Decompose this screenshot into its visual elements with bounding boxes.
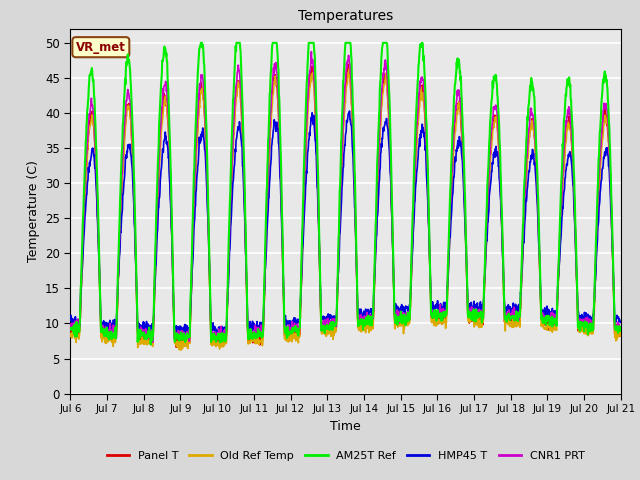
- AM25T Ref: [67, 325, 74, 331]
- HMP45 T: [617, 320, 625, 325]
- HMP45 T: [172, 333, 179, 339]
- CNR1 PRT: [504, 313, 511, 319]
- Panel T: [344, 61, 352, 67]
- Title: Temperatures: Temperatures: [298, 10, 393, 24]
- Old Ref Temp: [552, 323, 560, 329]
- AM25T Ref: [189, 202, 197, 207]
- Panel T: [617, 333, 625, 338]
- AM25T Ref: [617, 328, 625, 334]
- HMP45 T: [504, 304, 511, 310]
- Old Ref Temp: [177, 348, 185, 353]
- Line: CNR1 PRT: CNR1 PRT: [70, 51, 621, 342]
- Old Ref Temp: [346, 66, 353, 72]
- Line: AM25T Ref: AM25T Ref: [70, 43, 621, 345]
- AM25T Ref: [432, 314, 440, 320]
- Panel T: [67, 327, 74, 333]
- HMP45 T: [67, 318, 74, 324]
- Panel T: [504, 316, 511, 322]
- CNR1 PRT: [251, 323, 259, 328]
- Old Ref Temp: [189, 231, 197, 237]
- HMP45 T: [552, 308, 560, 314]
- CNR1 PRT: [189, 223, 197, 228]
- CNR1 PRT: [552, 312, 560, 318]
- Old Ref Temp: [251, 332, 259, 338]
- Old Ref Temp: [67, 332, 74, 337]
- Panel T: [251, 334, 259, 340]
- CNR1 PRT: [148, 339, 156, 345]
- HMP45 T: [251, 323, 259, 329]
- Old Ref Temp: [175, 341, 183, 347]
- Line: Old Ref Temp: Old Ref Temp: [70, 69, 621, 350]
- HMP45 T: [432, 303, 440, 309]
- Panel T: [189, 226, 197, 231]
- CNR1 PRT: [617, 326, 625, 332]
- Old Ref Temp: [432, 317, 440, 323]
- AM25T Ref: [504, 313, 511, 319]
- AM25T Ref: [197, 40, 205, 46]
- Y-axis label: Temperature (C): Temperature (C): [26, 160, 40, 262]
- Old Ref Temp: [504, 320, 511, 326]
- Panel T: [552, 321, 560, 327]
- AM25T Ref: [176, 334, 184, 339]
- AM25T Ref: [552, 319, 560, 324]
- CNR1 PRT: [432, 313, 440, 319]
- Text: VR_met: VR_met: [76, 41, 126, 54]
- Legend: Panel T, Old Ref Temp, AM25T Ref, HMP45 T, CNR1 PRT: Panel T, Old Ref Temp, AM25T Ref, HMP45 …: [102, 446, 589, 466]
- CNR1 PRT: [67, 323, 74, 328]
- Panel T: [173, 344, 180, 350]
- HMP45 T: [189, 250, 197, 255]
- Old Ref Temp: [617, 330, 625, 336]
- Panel T: [176, 337, 184, 343]
- Panel T: [432, 313, 440, 319]
- CNR1 PRT: [308, 48, 316, 54]
- Line: HMP45 T: HMP45 T: [70, 111, 621, 336]
- CNR1 PRT: [176, 336, 184, 342]
- HMP45 T: [346, 108, 353, 114]
- X-axis label: Time: Time: [330, 420, 361, 432]
- AM25T Ref: [252, 332, 259, 337]
- Line: Panel T: Panel T: [70, 64, 621, 347]
- AM25T Ref: [147, 342, 155, 348]
- HMP45 T: [176, 325, 184, 331]
